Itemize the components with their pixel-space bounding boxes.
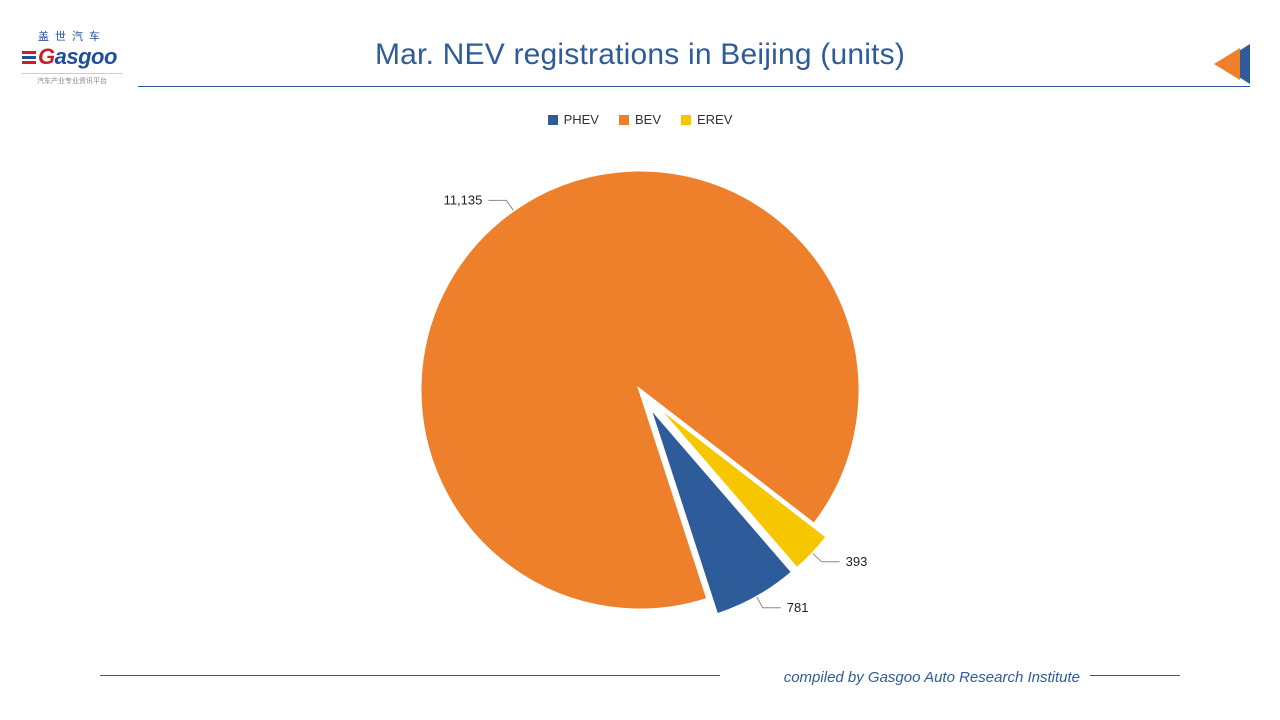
footer-credit: compiled by Gasgoo Auto Research Institu… [784,669,1080,686]
slice-label-erev: 393 [846,554,868,569]
chart-legend: PHEV BEV EREV [0,112,1280,128]
legend-label: PHEV [564,112,599,127]
leader-line [813,554,840,562]
legend-item-phev: PHEV [548,112,599,127]
slice-label-bev: 11,135 [444,192,483,207]
legend-item-bev: BEV [619,112,661,127]
leader-line [757,597,781,607]
leader-line [488,200,513,210]
legend-swatch [548,115,558,125]
footer-rule-right [1090,675,1180,676]
legend-swatch [681,115,691,125]
legend-swatch [619,115,629,125]
legend-label: EREV [697,112,732,127]
logo-chinese-sub: 汽车产业专业资讯平台 [22,73,122,86]
slide: 盖世汽车 Gasgoo 汽车产业专业资讯平台 Mar. NEV registra… [0,0,1280,720]
footer-rule-left [100,675,720,676]
back-arrow-icon [1204,44,1250,89]
chart-title: Mar. NEV registrations in Beijing (units… [0,38,1280,72]
pie-chart: 11,135 393 781 [0,150,1280,630]
legend-label: BEV [635,112,661,127]
legend-item-erev: EREV [681,112,732,127]
title-rule [138,86,1250,87]
slice-label-phev: 781 [787,600,809,615]
